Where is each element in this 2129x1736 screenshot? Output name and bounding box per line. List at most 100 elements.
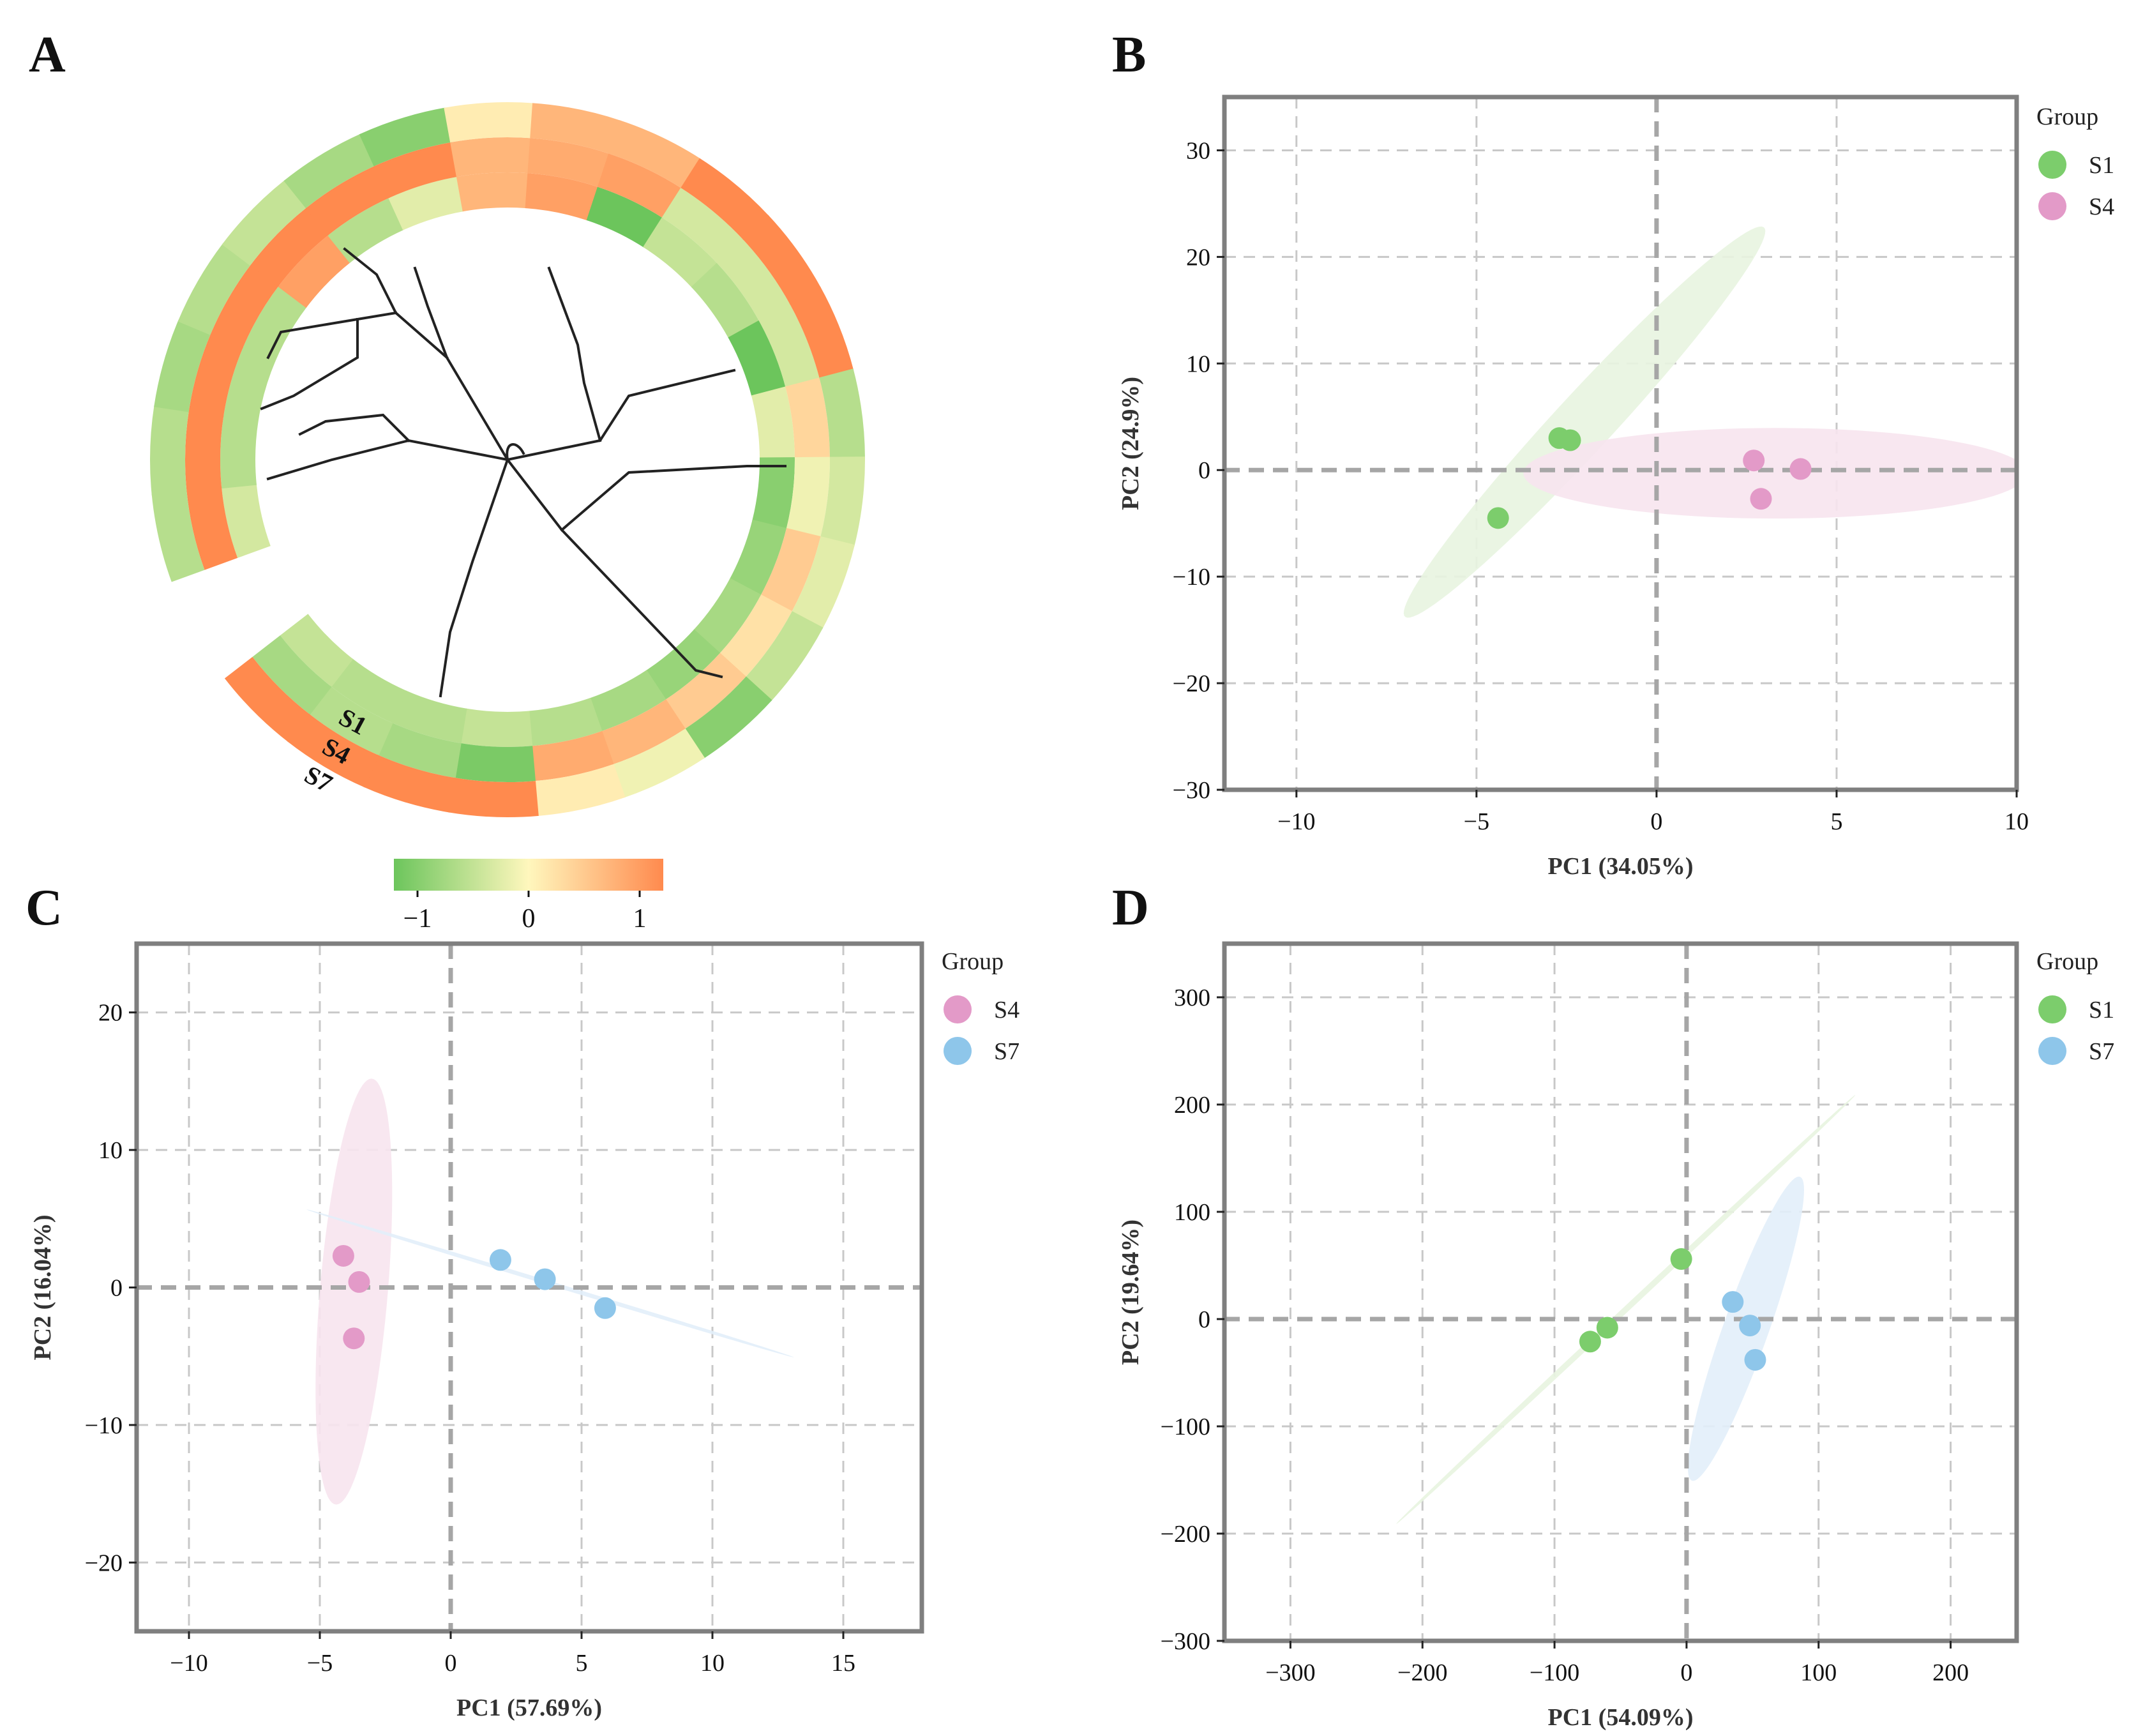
- dendrogram-branch: [343, 247, 449, 359]
- legend-swatch-s7: [944, 1037, 972, 1065]
- heatmap-cell-s4: [597, 153, 682, 218]
- y-tick-label: 30: [1186, 137, 1210, 164]
- y-tick-label: −30: [1173, 777, 1210, 804]
- heatmap-cell-s1: [645, 629, 721, 700]
- heatmap-cell-s4: [454, 743, 536, 782]
- point-s4: [1750, 488, 1772, 510]
- heatmap-cell-s4: [758, 303, 820, 388]
- heatmap-cell-s4: [661, 188, 744, 264]
- heatmap-cell-s7: [448, 778, 539, 817]
- x-tick-label: −10: [170, 1650, 207, 1677]
- heatmap-cell-s1: [327, 197, 405, 263]
- heatmap-cell-s4: [305, 165, 390, 236]
- x-axis-title: PC1 (54.09%): [1548, 1704, 1694, 1731]
- x-tick-label: 5: [1830, 808, 1842, 835]
- heatmap-cell-s4: [377, 722, 462, 778]
- y-tick-label: 20: [98, 1000, 123, 1027]
- heatmap-cell-s7: [222, 179, 307, 266]
- colorbar: −1 0 1: [394, 859, 663, 933]
- panel-letter-a: A: [29, 27, 66, 83]
- heatmap-cell-s7: [224, 656, 310, 743]
- point-s1: [1579, 1331, 1601, 1353]
- heatmap-cell-s7: [359, 107, 452, 167]
- y-tick-label: −20: [85, 1550, 123, 1576]
- heatmap-cell-s7: [742, 215, 822, 305]
- y-tick-label: 0: [110, 1275, 123, 1302]
- heatmap-cell-s4: [188, 333, 243, 418]
- panel-letter-b: B: [1112, 27, 1146, 83]
- point-s4: [348, 1271, 370, 1293]
- dendrogram-branch: [298, 413, 410, 442]
- legend-swatch-s7: [2038, 1037, 2066, 1065]
- heatmap-cell-s7: [287, 713, 379, 788]
- heatmap-cell-s4: [527, 138, 610, 188]
- x-tick-label: 0: [1650, 808, 1662, 835]
- heatmap-cell-s7: [151, 490, 205, 582]
- legend-label-s7: S7: [2089, 1038, 2114, 1065]
- y-tick-label: 100: [1174, 1199, 1210, 1226]
- x-tick-label: −5: [307, 1650, 333, 1677]
- heatmap-cell-s7: [283, 133, 375, 209]
- heatmap-cell-s4: [373, 142, 458, 199]
- heatmap-cell-s1: [525, 173, 599, 221]
- heatmap-cell-s1: [223, 347, 276, 423]
- panel-letter-c: C: [26, 880, 63, 936]
- x-tick-label: 10: [700, 1650, 725, 1677]
- colorbar-gradient: [394, 859, 663, 891]
- legend-label-s1: S1: [2089, 997, 2114, 1023]
- heatmap-cell-s7: [444, 102, 534, 143]
- heatmap-cell-s7: [789, 286, 854, 379]
- dendrogram-branch: [506, 368, 736, 462]
- point-s7: [594, 1297, 616, 1319]
- y-axis-title: PC2 (19.64%): [1117, 1219, 1144, 1365]
- point-s4: [343, 1327, 365, 1350]
- point-s1: [1670, 1248, 1692, 1270]
- panel-d-pca-s1-s7: −300 −200 −100 0 100 200 −300 −200 −100 0 100 200 30…: [1117, 941, 2114, 1731]
- legend: Group S1 S7: [2036, 948, 2114, 1065]
- heatmap-cell-s7: [681, 158, 769, 240]
- legend: Group S4 S7: [942, 948, 1019, 1065]
- y-tick-label: −200: [1161, 1521, 1210, 1548]
- heatmap-cell-s7: [177, 243, 252, 335]
- legend-title: Group: [942, 948, 1004, 975]
- heatmap-cell-s1: [751, 386, 795, 459]
- heatmap-cell-s7: [530, 103, 622, 155]
- heatmap-cell-s1: [222, 483, 271, 558]
- point-s1: [1596, 1317, 1618, 1339]
- heatmap-cell-s1: [643, 217, 718, 288]
- legend: Group S1 S4: [2036, 103, 2114, 220]
- dendrogram-branch: [266, 439, 509, 481]
- heatmap-cell-s4: [530, 730, 614, 781]
- heatmap-cell-s4: [186, 487, 238, 570]
- y-tick-label: 0: [1198, 457, 1210, 484]
- dendrogram-branch: [439, 458, 509, 698]
- heatmap-cell-s1: [691, 262, 760, 339]
- y-tick-label: −20: [1173, 670, 1210, 697]
- legend-label-s1: S1: [2089, 152, 2114, 179]
- point-s1: [1487, 507, 1509, 529]
- x-tick-label: −5: [1464, 808, 1489, 835]
- heatmap-cell-s4: [210, 264, 280, 349]
- plot-frame: [1222, 94, 2019, 792]
- heatmap-cell-s7: [745, 611, 824, 702]
- plot-frame: [1222, 941, 2019, 1643]
- x-tick-label: 100: [1800, 1659, 1837, 1686]
- y-tick-label: 0: [1198, 1306, 1210, 1333]
- legend-swatch-s1: [2038, 151, 2066, 179]
- heatmap-cell-s1: [728, 320, 786, 397]
- heatmap-cell-s4: [716, 238, 790, 322]
- dendrogram: [260, 247, 786, 698]
- heatmap-cell-s1: [278, 234, 351, 308]
- x-axis-title: PC1 (57.69%): [456, 1694, 602, 1721]
- legend-label-s7: S7: [994, 1038, 1019, 1065]
- heatmap-cell-s7: [820, 457, 865, 547]
- ellipse-s4: [1523, 428, 2017, 519]
- heatmap-cell-s4: [252, 635, 332, 715]
- heatmap-cell-s1: [586, 186, 663, 248]
- legend-swatch-s4: [2038, 192, 2066, 220]
- heatmap-cell-s1: [693, 578, 762, 654]
- point-s4: [1743, 449, 1765, 472]
- heatmap-cell-s4: [308, 686, 393, 756]
- point-s4: [1789, 458, 1812, 480]
- y-tick-label: 300: [1174, 985, 1210, 1011]
